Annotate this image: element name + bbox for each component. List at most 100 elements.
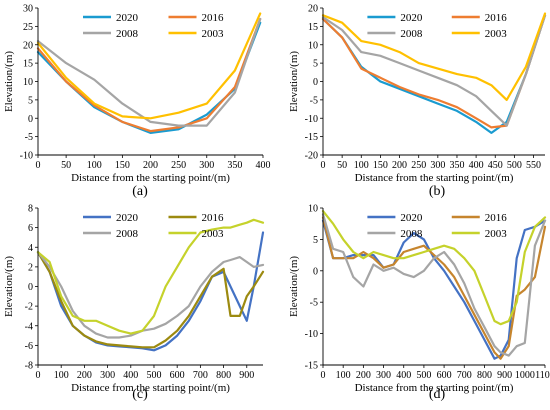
x-tick-label: 400: [256, 160, 271, 171]
series-line-2020: [36, 21, 262, 134]
x-tick-label: 1100: [535, 370, 550, 381]
legend-label-2020: 2020: [400, 212, 423, 224]
x-tick-label: 800: [477, 370, 492, 381]
x-tick-label: 0: [36, 370, 41, 381]
x-tick-label: 900: [497, 370, 512, 381]
legend-label-2020: 2020: [400, 12, 423, 24]
x-tick-label: 700: [193, 370, 208, 381]
x-tick-label: 400: [123, 370, 138, 381]
series-line-2003: [321, 12, 547, 102]
series-line-2016: [321, 216, 547, 360]
x-tick-label: 600: [170, 370, 185, 381]
x-tick-label: 350: [227, 160, 242, 171]
y-tick-label: -8: [25, 361, 33, 372]
x-tick-label: 150: [373, 160, 388, 171]
x-axis-title: Distance from the starting point/(m): [71, 172, 230, 184]
x-tick-label: 450: [488, 160, 503, 171]
series-line-2020: [321, 219, 547, 360]
x-tick-label: 800: [216, 370, 231, 381]
y-axis-title: Elevation/(m): [288, 256, 300, 317]
series-line-2003: [36, 218, 265, 335]
legend-label-2016: 2016: [485, 12, 508, 24]
legend-label-2008: 2008: [400, 228, 423, 240]
y-tick-label: 6: [28, 223, 33, 234]
y-tick-label: -15: [305, 132, 318, 143]
y-tick-label: -5: [25, 132, 33, 143]
x-tick-label: 150: [115, 160, 130, 171]
legend-label-2016: 2016: [202, 212, 225, 224]
x-tick-label: 400: [469, 160, 484, 171]
x-tick-label: 700: [457, 370, 472, 381]
legend-label-2020: 2020: [116, 212, 139, 224]
x-tick-label: 100: [354, 160, 369, 171]
x-tick-label: 250: [171, 160, 186, 171]
legend-label-2016: 2016: [485, 212, 508, 224]
legend-label-2003: 2003: [202, 228, 225, 240]
x-tick-label: 250: [411, 160, 426, 171]
series-line-2020: [36, 231, 265, 352]
x-tick-label: 0: [36, 160, 41, 171]
y-tick-label: 0: [28, 282, 33, 293]
y-tick-label: -20: [305, 151, 318, 162]
x-tick-label: 50: [61, 160, 71, 171]
y-tick-label: 2: [28, 262, 33, 273]
x-axis-title: Distance from the starting point/(m): [71, 382, 230, 394]
y-tick-label: 4: [28, 243, 33, 254]
y-axis-title: Elevation/(m): [3, 256, 15, 317]
y-tick-label: -2: [25, 302, 33, 313]
y-tick-label: -15: [305, 361, 318, 372]
y-tick-label: 10: [308, 40, 318, 51]
x-tick-label: 200: [143, 160, 158, 171]
legend-label-2016: 2016: [202, 12, 225, 24]
y-tick-label: 30: [23, 4, 33, 15]
x-tick-label: 200: [356, 370, 371, 381]
x-tick-label: 550: [526, 160, 541, 171]
y-tick-label: 20: [23, 40, 33, 51]
legend-label-2008: 2008: [400, 28, 423, 40]
x-tick-label: 200: [77, 370, 92, 381]
series-line-2008: [321, 213, 547, 357]
x-axis-title: Distance from the starting point/(m): [355, 382, 514, 394]
panel-caption: (c): [132, 387, 148, 402]
x-tick-label: 0: [321, 160, 326, 171]
y-tick-label: -10: [20, 151, 33, 162]
x-tick-label: 1000: [515, 370, 535, 381]
panel-caption: (b): [429, 184, 446, 199]
x-axis-title: Distance from the starting point/(m): [355, 172, 514, 184]
y-tick-label: 8: [28, 204, 33, 215]
x-tick-label: 300: [430, 160, 445, 171]
x-tick-label: 300: [376, 370, 391, 381]
series-line-2016: [36, 17, 262, 133]
y-tick-label: 5: [313, 235, 318, 246]
series-line-2008: [36, 17, 262, 127]
legend-label-2003: 2003: [485, 28, 508, 40]
y-tick-label: -10: [305, 329, 318, 340]
x-tick-label: 600: [437, 370, 452, 381]
y-tick-label: -5: [310, 298, 318, 309]
x-tick-label: 0: [321, 370, 326, 381]
y-tick-label: 0: [313, 77, 318, 88]
y-tick-label: 0: [28, 114, 33, 125]
y-tick-label: -5: [310, 95, 318, 106]
series-line-2003: [321, 210, 547, 326]
y-axis-title: Elevation/(m): [288, 51, 300, 112]
y-tick-label: 15: [308, 22, 318, 33]
panel-caption: (d): [429, 387, 446, 402]
x-tick-label: 100: [54, 370, 69, 381]
y-tick-label: -4: [25, 321, 33, 332]
x-tick-label: 300: [100, 370, 115, 381]
y-tick-label: 5: [28, 95, 33, 106]
y-tick-label: 25: [23, 22, 33, 33]
chart-panel-3: -8 -6 -4 -2 0 2 4 6 8 0 100 200 300 400 500 600 700 800 90…: [3, 204, 265, 402]
legend-label-2008: 2008: [116, 28, 139, 40]
y-tick-label: -6: [25, 341, 33, 352]
x-tick-label: 900: [239, 370, 254, 381]
x-tick-label: 300: [199, 160, 214, 171]
x-tick-label: 50: [337, 160, 347, 171]
x-tick-label: 100: [336, 370, 351, 381]
